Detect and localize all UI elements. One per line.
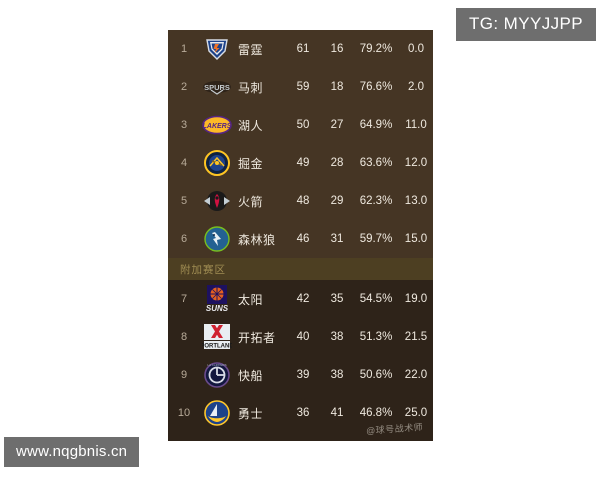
team-name-cell: 掘金: [238, 156, 264, 171]
losses-cell: 41: [330, 407, 344, 419]
team-name-cell: 快船: [238, 368, 264, 383]
table-row[interactable]: 4 掘金 49 28 63.6% 12.0 7连胜: [168, 144, 433, 182]
table-row[interactable]: 2 SPURS 马刺 59 18 76.6% 2.0 11连胜: [168, 68, 433, 106]
blazers-logo: PORTLAND: [200, 322, 234, 352]
standings-table: 1 雷霆 61 16 79.2% 0.0 4连胜 2 SPU: [168, 30, 433, 441]
wins-cell: 36: [296, 407, 310, 419]
telegram-handle-badge: TG: MYYJJPP: [456, 8, 596, 41]
losses-cell: 31: [330, 233, 344, 245]
rank-cell: 10: [177, 407, 191, 419]
win-pct-cell: 62.3%: [359, 195, 393, 207]
games-behind-cell: 13.0: [404, 195, 428, 207]
wins-cell: 61: [296, 43, 310, 55]
games-behind-cell: 0.0: [408, 43, 424, 55]
losses-cell: 38: [330, 369, 344, 381]
rank-cell: 1: [180, 43, 188, 55]
timberwolves-logo: [200, 224, 234, 254]
wins-cell: 40: [296, 331, 310, 343]
table-row[interactable]: 3 LAKERS 湖人 50 27 64.9% 11.0 1连败: [168, 106, 433, 144]
svg-text:LA CLIPPERS: LA CLIPPERS: [207, 363, 226, 367]
wins-cell: 42: [296, 293, 310, 305]
table-row[interactable]: 5 火箭 48 29 62.3% 13.0 5连胜: [168, 182, 433, 220]
rank-cell: 3: [180, 119, 188, 131]
losses-cell: 35: [330, 293, 344, 305]
clippers-logo: LA CLIPPERS: [200, 360, 234, 390]
rockets-logo: [200, 186, 234, 216]
win-pct-cell: 54.5%: [359, 293, 393, 305]
thunder-logo: [200, 34, 234, 64]
win-pct-cell: 51.3%: [359, 331, 393, 343]
games-behind-cell: 2.0: [408, 81, 424, 93]
site-url-badge: www.nqgbnis.cn: [4, 437, 140, 467]
wins-cell: 48: [296, 195, 310, 207]
win-pct-cell: 50.6%: [359, 369, 393, 381]
table-row[interactable]: 1 雷霆 61 16 79.2% 0.0 4连胜: [168, 30, 433, 68]
svg-text:LAKERS: LAKERS: [203, 123, 232, 130]
team-name-cell: 开拓者: [238, 330, 276, 345]
games-behind-cell: 21.5: [404, 331, 428, 343]
losses-cell: 27: [330, 119, 344, 131]
nuggets-logo: [200, 148, 234, 178]
win-pct-cell: 63.6%: [359, 157, 393, 169]
wins-cell: 39: [296, 369, 310, 381]
win-pct-cell: 46.8%: [359, 407, 393, 419]
losses-cell: 18: [330, 81, 344, 93]
team-name-cell: 太阳: [238, 292, 264, 307]
playin-zone-label: 附加赛区: [180, 263, 226, 276]
team-name-cell: 森林狼: [238, 232, 276, 247]
team-name-cell: 湖人: [238, 118, 264, 133]
table-row[interactable]: 7 SUNS 太阳 42 35 54.5% 19.0 2连败: [168, 280, 433, 318]
win-pct-cell: 59.7%: [359, 233, 393, 245]
svg-text:SPURS: SPURS: [204, 83, 230, 92]
lakers-logo: LAKERS: [200, 110, 234, 140]
wins-cell: 50: [296, 119, 310, 131]
wins-cell: 59: [296, 81, 310, 93]
games-behind-cell: 15.0: [404, 233, 428, 245]
spurs-logo: SPURS: [200, 72, 234, 102]
win-pct-cell: 79.2%: [359, 43, 393, 55]
rank-cell: 2: [180, 81, 188, 93]
rank-cell: 7: [180, 293, 188, 305]
table-row[interactable]: 10 勇士 36 41 46.8% 25.0 3连败: [168, 394, 433, 432]
games-behind-cell: 19.0: [404, 293, 428, 305]
warriors-logo: [200, 398, 234, 428]
svg-text:PORTLAND: PORTLAND: [202, 344, 232, 350]
games-behind-cell: 12.0: [404, 157, 428, 169]
playin-zone-divider: 附加赛区: [168, 258, 433, 280]
losses-cell: 38: [330, 331, 344, 343]
playin-zone-group: 7 SUNS 太阳 42 35 54.5% 19.0 2连败 8: [168, 280, 433, 432]
losses-cell: 16: [330, 43, 344, 55]
team-name-cell: 马刺: [238, 80, 264, 95]
games-behind-cell: 22.0: [404, 369, 428, 381]
table-row[interactable]: 9 LA CLIPPERS 快船 39 38 50.6% 22.0 2连败: [168, 356, 433, 394]
svg-text:SUNS: SUNS: [206, 304, 229, 313]
win-pct-cell: 64.9%: [359, 119, 393, 131]
table-row[interactable]: 8 PORTLAND 开拓者 40 38 51.3% 21.5 3连胜: [168, 318, 433, 356]
rank-cell: 5: [180, 195, 188, 207]
losses-cell: 28: [330, 157, 344, 169]
rank-cell: 6: [180, 233, 188, 245]
rank-cell: 8: [180, 331, 188, 343]
games-behind-cell: 25.0: [404, 407, 428, 419]
rank-cell: 9: [180, 369, 188, 381]
team-name-cell: 勇士: [238, 406, 264, 421]
rank-cell: 4: [180, 157, 188, 169]
wins-cell: 49: [296, 157, 310, 169]
losses-cell: 29: [330, 195, 344, 207]
games-behind-cell: 11.0: [405, 119, 427, 131]
playoff-zone-group: 1 雷霆 61 16 79.2% 0.0 4连胜 2 SPU: [168, 30, 433, 258]
team-name-cell: 火箭: [238, 194, 264, 209]
wins-cell: 46: [296, 233, 310, 245]
team-name-cell: 雷霆: [238, 42, 264, 57]
win-pct-cell: 76.6%: [359, 81, 393, 93]
suns-logo: SUNS: [200, 284, 234, 314]
table-row[interactable]: 6 森林狼 46 31 59.7% 15.0 2连败: [168, 220, 433, 258]
